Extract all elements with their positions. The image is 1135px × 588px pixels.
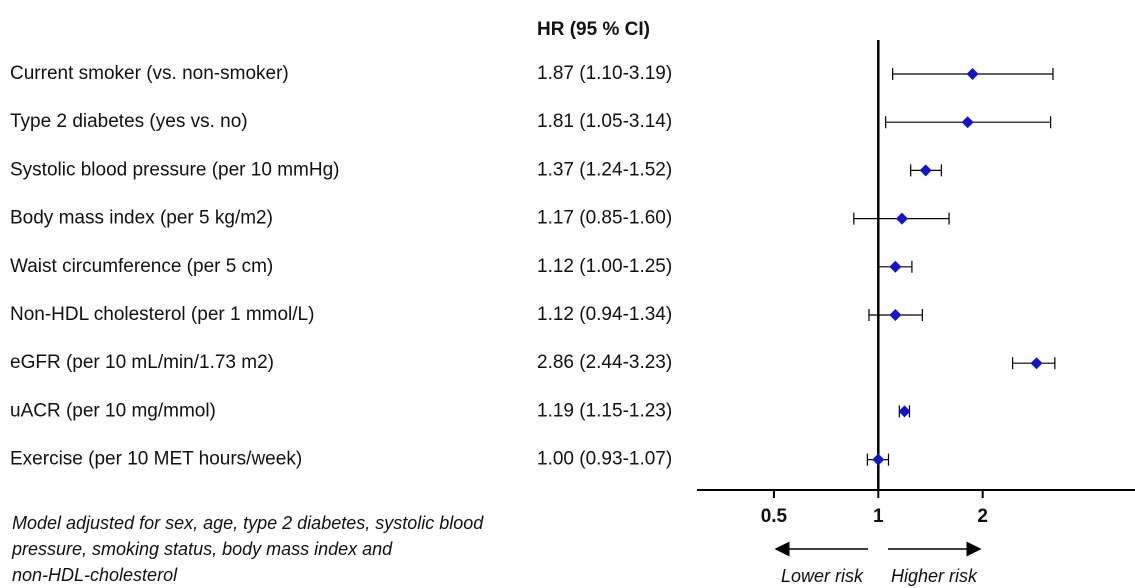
x-tick-label: 1: [873, 506, 884, 527]
footnote: Model adjusted for sex, age, type 2 diab…: [12, 513, 484, 533]
row-label: eGFR (per 10 mL/min/1.73 m2): [10, 352, 274, 373]
estimate-marker: [919, 164, 932, 177]
x-tick-label: 2: [977, 506, 988, 527]
direction-label: Lower risk: [781, 566, 864, 586]
hr-label: 1.81 (1.05-3.14): [537, 111, 672, 132]
column-header: HR (95 % CI): [537, 19, 650, 40]
hr-label: 1.87 (1.10-3.19): [537, 63, 672, 84]
row-label: Systolic blood pressure (per 10 mmHg): [10, 159, 339, 180]
hr-label: 1.00 (0.93-1.07): [537, 449, 672, 470]
row-label: Exercise (per 10 MET hours/week): [10, 449, 302, 470]
estimate-marker: [1030, 357, 1043, 370]
row-label: Current smoker (vs. non-smoker): [10, 63, 289, 84]
footnote: pressure, smoking status, body mass inde…: [11, 539, 393, 559]
estimate-marker: [889, 260, 902, 273]
estimate-marker: [872, 453, 885, 466]
row-label: Non-HDL cholesterol (per 1 mmol/L): [10, 304, 314, 325]
hr-label: 1.19 (1.15-1.23): [537, 400, 672, 421]
estimate-marker: [966, 68, 979, 80]
direction-label: Higher risk: [891, 566, 978, 586]
hr-label: 1.12 (0.94-1.34): [537, 304, 672, 325]
row-label: Type 2 diabetes (yes vs. no): [10, 111, 248, 132]
estimate-marker: [898, 405, 911, 418]
hr-label: 1.17 (0.85-1.60): [537, 208, 672, 229]
row-label: Body mass index (per 5 kg/m2): [10, 208, 273, 229]
estimate-marker: [895, 212, 908, 225]
row-label: uACR (per 10 mg/mmol): [10, 400, 216, 421]
hr-label: 1.37 (1.24-1.52): [537, 159, 672, 180]
hr-label: 1.12 (1.00-1.25): [537, 256, 672, 277]
row-label: Waist circumference (per 5 cm): [10, 256, 273, 277]
hr-label: 2.86 (2.44-3.23): [537, 352, 672, 373]
estimate-marker: [889, 309, 902, 321]
x-tick-label: 0.5: [761, 506, 788, 527]
footnote: non-HDL-cholesterol: [12, 565, 178, 585]
estimate-marker: [961, 116, 974, 129]
